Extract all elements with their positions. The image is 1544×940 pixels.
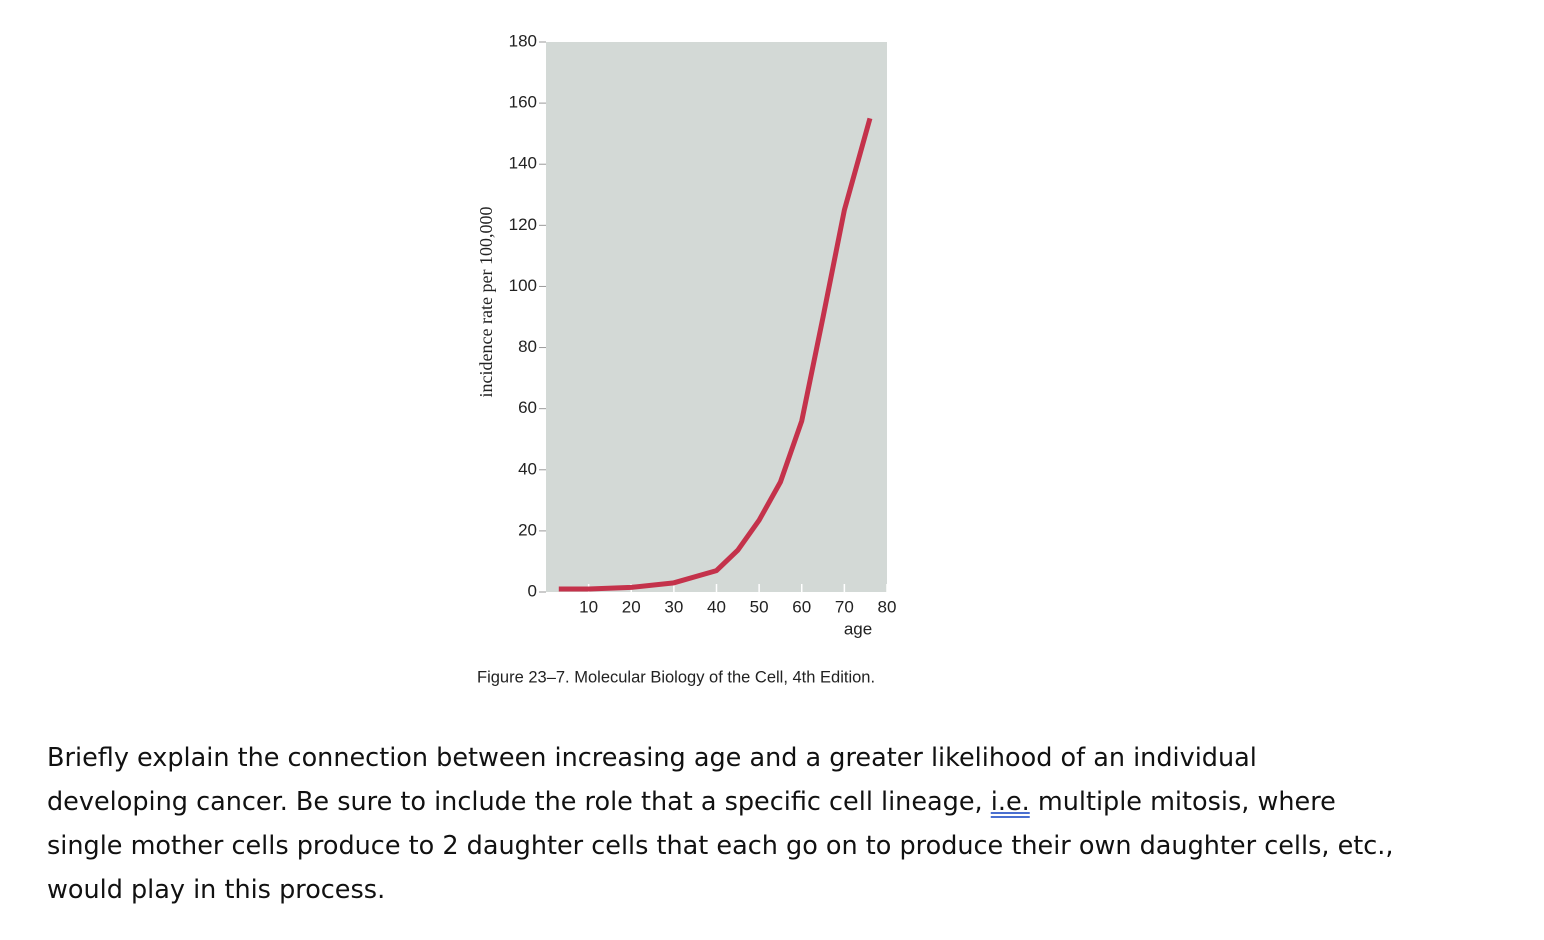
question: Briefly explain the connection between i… [47, 736, 1394, 912]
x-tick-label: 60 [792, 597, 811, 616]
y-tick-label: 60 [518, 398, 537, 417]
question-text: developing cancer. Be sure to include th… [47, 787, 991, 817]
plot-area [546, 42, 887, 592]
y-tick-label: 180 [509, 31, 537, 50]
question-line: developing cancer. Be sure to include th… [47, 780, 1394, 824]
x-tick-label: 10 [579, 597, 598, 616]
question-text: Briefly explain the connection between i… [47, 743, 1257, 773]
y-tick-label: 40 [518, 459, 537, 478]
y-tick-label: 100 [509, 276, 537, 295]
caption: Figure 23–7. Molecular Biology of the Ce… [477, 668, 875, 686]
x-tick-label: 80 [878, 597, 897, 616]
question-text: single mother cells produce to 2 daughte… [47, 831, 1394, 861]
x-tick-label: 40 [707, 597, 726, 616]
y-tick-label: 0 [528, 581, 537, 600]
x-axis-label: age [844, 619, 872, 638]
x-tick-label: 20 [622, 597, 641, 616]
question-text: multiple mitosis, where [1029, 787, 1336, 817]
y-tick-label: 20 [518, 520, 537, 539]
x-tick-label: 30 [664, 597, 683, 616]
y-tick-label: 160 [509, 93, 537, 112]
y-axis-label: incidence rate per 100,000 [476, 207, 496, 398]
question-line: single mother cells produce to 2 daughte… [47, 824, 1394, 868]
line [558, 117, 873, 592]
chart: Figure 23–7. Molecular Biology of the Ce… [476, 31, 897, 686]
question-line: would play in this process. [47, 868, 1394, 912]
y-tick-label: 140 [509, 154, 537, 173]
y-tick-label: 120 [509, 215, 537, 234]
question-line: Briefly explain the connection between i… [47, 736, 1394, 780]
x-tick-label: 70 [835, 597, 854, 616]
question-text: would play in this process. [47, 875, 386, 905]
x-tick-label: 50 [750, 597, 769, 616]
question-text: i.e. [990, 787, 1030, 817]
y-tick-label: 80 [518, 337, 537, 356]
